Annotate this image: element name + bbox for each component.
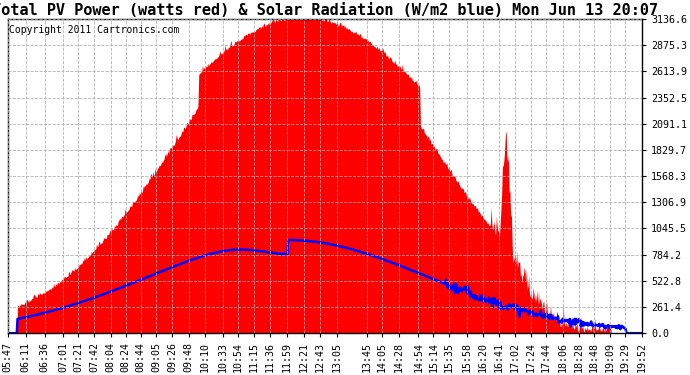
- Title: Total PV Power (watts red) & Solar Radiation (W/m2 blue) Mon Jun 13 20:07: Total PV Power (watts red) & Solar Radia…: [0, 3, 658, 18]
- Text: Copyright 2011 Cartronics.com: Copyright 2011 Cartronics.com: [9, 25, 179, 35]
